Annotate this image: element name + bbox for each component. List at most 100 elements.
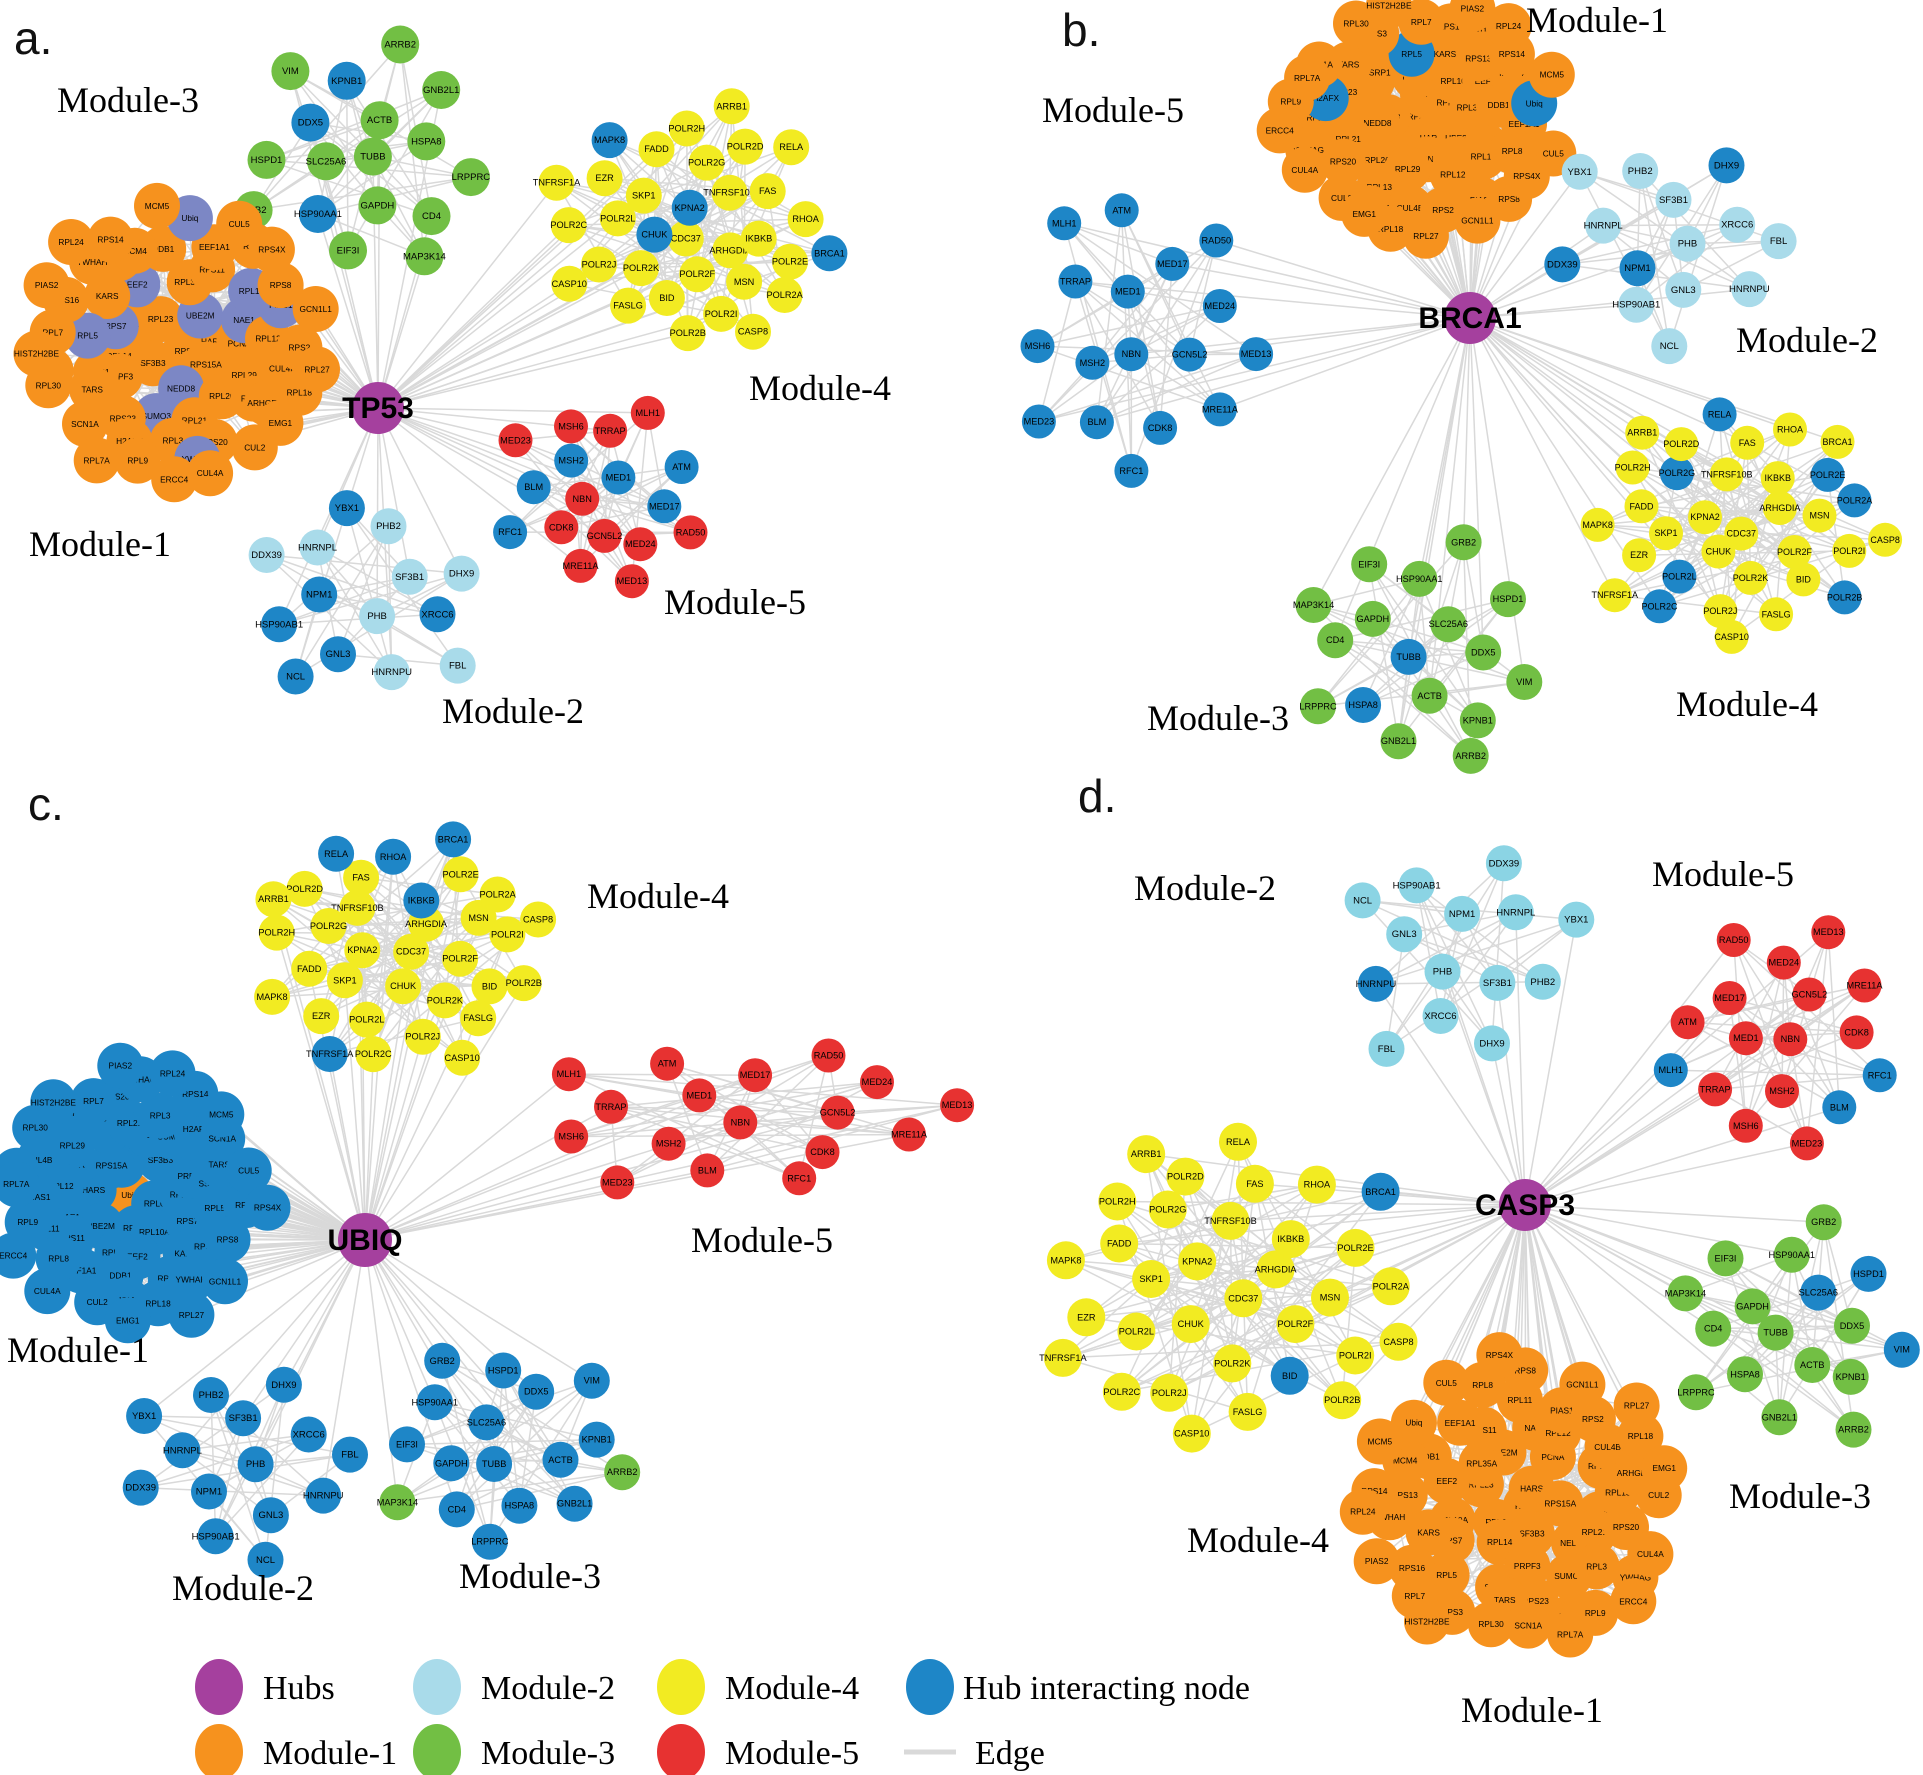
node-EZR[interactable]: EZR — [586, 160, 623, 197]
node-CD4[interactable]: CD4 — [412, 197, 451, 236]
node-MSH2[interactable]: MSH2 — [554, 443, 589, 478]
node-SKP1[interactable]: SKP1 — [326, 962, 363, 999]
node-POLR2L[interactable]: POLR2L — [1117, 1312, 1156, 1351]
node-ARRB2[interactable]: ARRB2 — [1452, 737, 1489, 774]
node-EIF3I[interactable]: EIF3I — [1707, 1240, 1744, 1277]
node-HNRNPU[interactable]: HNRNPU — [371, 654, 412, 691]
node-EZR[interactable]: EZR — [1067, 1298, 1106, 1337]
node-MAPK8[interactable]: MAPK8 — [1580, 507, 1615, 542]
node-MLH1[interactable]: MLH1 — [551, 1057, 586, 1092]
node-MED23[interactable]: MED23 — [1021, 404, 1056, 439]
node-CDK8[interactable]: CDK8 — [544, 510, 579, 545]
node-HIST2H2BE[interactable]: HIST2H2BE — [1404, 1598, 1450, 1645]
node-TUBB[interactable]: TUBB — [1757, 1314, 1794, 1351]
node-RFC1[interactable]: RFC1 — [782, 1161, 817, 1196]
node-BID[interactable]: BID — [648, 280, 685, 316]
node-RPS8[interactable]: RPS8 — [257, 262, 304, 309]
node-POLR2I[interactable]: POLR2I — [1832, 533, 1867, 568]
node-GNL3[interactable]: GNL3 — [1665, 271, 1702, 308]
node-RHOA[interactable]: RHOA — [375, 838, 412, 875]
node-MSN[interactable]: MSN — [1311, 1278, 1349, 1317]
node-KPNA2[interactable]: KPNA2 — [1688, 500, 1722, 535]
node-GNB2L1[interactable]: GNB2L1 — [556, 1485, 593, 1522]
hub-node-UBIQ[interactable]: UBIQ — [328, 1213, 403, 1267]
node-GNL3[interactable]: GNL3 — [1386, 916, 1423, 953]
node-RPL9[interactable]: RPL9 — [114, 437, 161, 484]
node-HSPA8[interactable]: HSPA8 — [407, 122, 446, 161]
node-SKP1[interactable]: SKP1 — [625, 177, 662, 214]
node-MCM5[interactable]: MCM5 — [134, 182, 180, 229]
node-ARHGDIA[interactable]: ARHGDIA — [709, 232, 752, 269]
node-POLR2B[interactable]: POLR2B — [506, 965, 542, 1002]
node-FASLG[interactable]: FASLG — [460, 1000, 497, 1037]
node-MLH1[interactable]: MLH1 — [630, 395, 665, 430]
node-POLR2L[interactable]: POLR2L — [1662, 559, 1697, 594]
node-FADD[interactable]: FADD — [1624, 489, 1659, 524]
node-HSP90AA1[interactable]: HSP90AA1 — [412, 1384, 458, 1421]
node-POLR2A[interactable]: POLR2A — [1837, 483, 1873, 518]
node-RPL3[interactable]: RPL3 — [1573, 1543, 1620, 1590]
node-HSPD1[interactable]: HSPD1 — [485, 1352, 522, 1389]
node-BLM[interactable]: BLM — [516, 470, 551, 505]
node-RPL7A[interactable]: RPL7A — [1284, 54, 1331, 101]
node-MRE11A[interactable]: MRE11A — [562, 548, 599, 583]
node-ARHGDIA[interactable]: ARHGDIA — [1759, 491, 1800, 525]
node-TUBB[interactable]: TUBB — [353, 137, 392, 176]
node-RPL30[interactable]: RPL30 — [1468, 1601, 1514, 1648]
node-HSP90AB1[interactable]: HSP90AB1 — [255, 606, 303, 643]
node-CHUK[interactable]: CHUK — [1171, 1305, 1210, 1344]
node-MED17[interactable]: MED17 — [1155, 246, 1190, 281]
node-MED1[interactable]: MED1 — [1110, 274, 1145, 309]
node-RPL27[interactable]: RPL27 — [168, 1291, 215, 1338]
node-FAS[interactable]: FAS — [749, 173, 786, 210]
node-LRPPRC[interactable]: LRPPRC — [1677, 1374, 1715, 1411]
node-GCN1L1[interactable]: GCN1L1 — [1454, 197, 1501, 244]
node-IKBKB[interactable]: IKBKB — [1271, 1220, 1310, 1259]
node-TNFRSF1A[interactable]: TNFRSF1A — [533, 164, 581, 201]
node-ATM[interactable]: ATM — [650, 1046, 685, 1081]
node-MED13[interactable]: MED13 — [940, 1088, 975, 1123]
node-EMG1[interactable]: EMG1 — [257, 399, 304, 446]
node-MED24[interactable]: MED24 — [1202, 289, 1237, 323]
node-MAP3K14[interactable]: MAP3K14 — [1293, 587, 1334, 623]
node-PHB[interactable]: PHB — [359, 598, 396, 635]
node-POLR2A[interactable]: POLR2A — [766, 277, 804, 313]
node-HIST2H2BE[interactable]: HIST2H2BE — [1365, 0, 1412, 29]
node-MED24[interactable]: MED24 — [623, 527, 658, 562]
node-BID[interactable]: BID — [1786, 562, 1821, 597]
node-POLR2I[interactable]: POLR2I — [489, 916, 526, 953]
node-IKBKB[interactable]: IKBKB — [740, 220, 777, 257]
node-RPS14[interactable]: RPS14 — [87, 216, 134, 263]
node-TUBB[interactable]: TUBB — [1390, 638, 1427, 675]
node-EZR[interactable]: EZR — [303, 998, 340, 1035]
node-MAP3K14[interactable]: MAP3K14 — [403, 237, 446, 276]
node-MSN[interactable]: MSN — [1802, 498, 1837, 533]
node-TRRAP[interactable]: TRRAP — [593, 413, 628, 448]
node-MED24[interactable]: MED24 — [1766, 945, 1801, 980]
node-CDC37[interactable]: CDC37 — [1724, 516, 1759, 551]
node-GCN1L1[interactable]: GCN1L1 — [202, 1258, 248, 1305]
node-HSPD1[interactable]: HSPD1 — [1850, 1255, 1887, 1292]
node-HNRNPL[interactable]: HNRNPL — [298, 529, 337, 566]
node-KPNB1[interactable]: KPNB1 — [578, 1421, 615, 1458]
node-BRCA1[interactable]: BRCA1 — [1820, 424, 1855, 459]
node-RPL24[interactable]: RPL24 — [1485, 3, 1532, 50]
node-RPS4X[interactable]: RPS4X — [248, 226, 295, 273]
node-CUL4A[interactable]: CUL4A — [24, 1268, 71, 1315]
node-CASP8[interactable]: CASP8 — [1379, 1322, 1418, 1361]
node-POLR2G[interactable]: POLR2G — [1148, 1190, 1187, 1229]
node-ATM[interactable]: ATM — [1670, 1005, 1705, 1040]
node-POLR2H[interactable]: POLR2H — [258, 914, 295, 951]
node-MED23[interactable]: MED23 — [1789, 1126, 1824, 1161]
node-POLR2I[interactable]: POLR2I — [1336, 1336, 1375, 1375]
node-POLR2K[interactable]: POLR2K — [1213, 1344, 1252, 1383]
node-VIM[interactable]: VIM — [573, 1362, 610, 1399]
node-POLR2K[interactable]: POLR2K — [1733, 560, 1769, 595]
node-VIM[interactable]: VIM — [271, 52, 310, 91]
node-RPS4X[interactable]: RPS4X — [1503, 153, 1550, 200]
node-RPS4X[interactable]: RPS4X — [1476, 1332, 1523, 1379]
node-RELA[interactable]: RELA — [318, 835, 355, 872]
node-HNRNPL[interactable]: HNRNPL — [163, 1432, 202, 1469]
node-DHX9[interactable]: DHX9 — [443, 555, 480, 592]
node-TRRAP[interactable]: TRRAP — [1058, 264, 1093, 299]
